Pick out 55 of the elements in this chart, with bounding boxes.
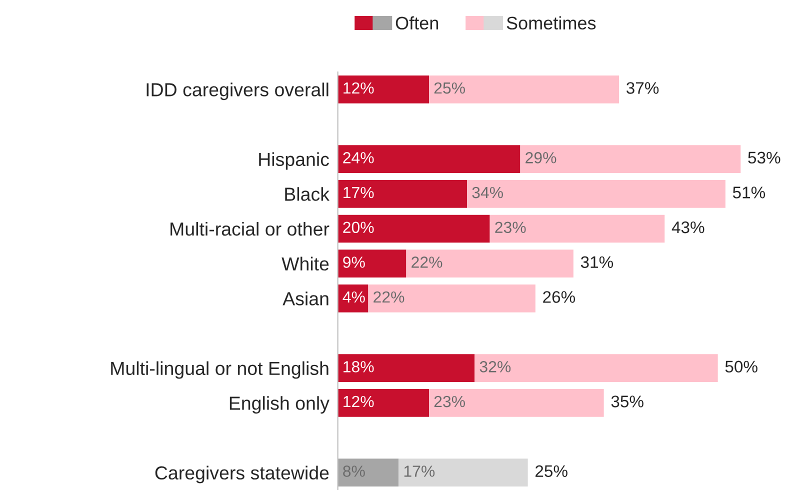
bar [338, 214, 490, 243]
y-tick-label: White [282, 256, 329, 271]
data-label: 25% [434, 82, 465, 94]
data-label: 22% [374, 291, 404, 303]
data-label: 22% [412, 256, 442, 268]
bar [338, 388, 430, 417]
data-label: 29% [526, 152, 556, 164]
total-label: 50% [725, 360, 758, 373]
bar [429, 388, 604, 417]
y-tick-label: Multi-racial or other [170, 222, 330, 236]
bar [338, 458, 399, 487]
data-label: 34% [472, 186, 503, 198]
bar [467, 180, 726, 208]
legend-label: Often [396, 16, 438, 30]
data-label: 24% [343, 152, 374, 164]
data-label: 18% [344, 361, 374, 372]
bar [338, 250, 406, 278]
y-tick-label: English only [230, 396, 330, 414]
data-label: 17% [344, 186, 374, 198]
total-label: 35% [611, 396, 644, 408]
data-label: 12% [344, 396, 374, 408]
y-tick-label: Black [285, 187, 330, 201]
y-tick-label: Asian [282, 292, 328, 306]
y-tick-label: Caregivers statewide [155, 466, 329, 484]
data-label: 20% [343, 222, 374, 234]
total-label: 53% [748, 152, 780, 164]
bar [398, 458, 528, 487]
total-label: 26% [543, 291, 576, 303]
bar [406, 250, 574, 278]
data-label: 17% [404, 466, 435, 477]
bar [490, 214, 665, 243]
total-label: 31% [580, 256, 614, 268]
y-tick-label: Multi-lingual or not English [111, 361, 328, 379]
y-tick-label: Hispanic [259, 152, 329, 170]
data-label: 23% [434, 396, 465, 408]
total-label: 25% [536, 465, 568, 478]
bar [474, 354, 718, 382]
data-label: 12% [344, 82, 374, 94]
total-label: 51% [732, 186, 766, 198]
total-label: 37% [626, 82, 659, 94]
bar [368, 284, 536, 312]
data-label: 23% [495, 222, 526, 234]
data-label: 4% [342, 291, 365, 303]
data-label: 32% [480, 361, 511, 372]
bar [520, 145, 741, 174]
bar [338, 180, 468, 208]
total-label: 43% [672, 221, 704, 234]
bar [338, 354, 475, 382]
bar [429, 75, 620, 104]
bar [338, 75, 430, 104]
y-tick-label: IDD caregivers overall [146, 82, 328, 100]
data-label: 8% [343, 466, 365, 477]
data-label: 9% [343, 256, 365, 268]
bar [338, 145, 520, 174]
legend-label: Sometimes [506, 16, 596, 30]
